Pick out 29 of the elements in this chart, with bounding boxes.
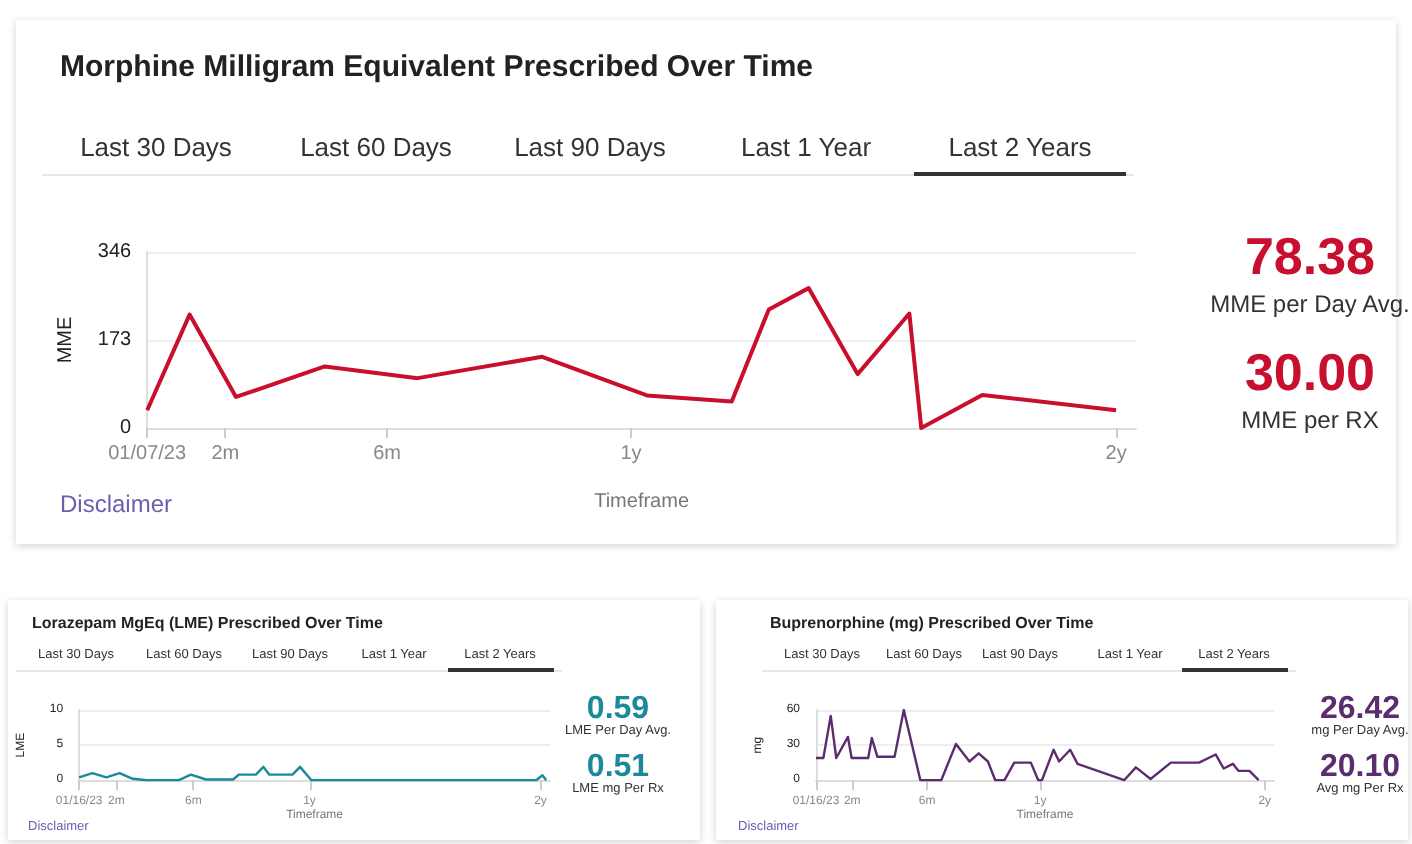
text: MME per Day Avg. [1208, 290, 1412, 318]
y-tick-label: 173 [97, 329, 133, 351]
x-tick-label: 01/07/23 [108, 443, 187, 465]
text: Last 60 Days [298, 131, 454, 161]
text: 78.38 [1242, 226, 1378, 286]
x-axis-title: Timeframe [594, 491, 690, 513]
y-tick-label: 0 [120, 417, 133, 439]
line-series [814, 708, 1260, 782]
x-tick-label: 6m [373, 443, 401, 465]
text: 26.42 [1317, 692, 1401, 726]
x-tick-label: 2m [211, 443, 240, 465]
chart-title: Morphine Milligram Equivalent Prescribed Over Time [60, 49, 813, 83]
x-tick-label: 2y [1105, 443, 1127, 465]
x-tick-label: 1y [620, 443, 642, 465]
y-axis-title: MME [55, 316, 77, 364]
line-series [145, 286, 1119, 430]
text: 0.59 [586, 692, 650, 726]
text: 20.10 [1319, 750, 1401, 784]
text: Disclaimer [60, 490, 173, 518]
chart-title: Lorazepam MgEq (LME) Prescribed Over Time [32, 614, 383, 632]
chart-title: Buprenorphine (mg) Prescribed Over Time [770, 614, 1094, 632]
text: Last 1 Year [738, 131, 874, 161]
text: 0.51 [586, 750, 650, 784]
text: 30.00 [1242, 342, 1378, 402]
y-tick-label: 346 [97, 241, 133, 263]
text: Last 30 Days [78, 131, 234, 161]
text: MME per RX [1239, 406, 1381, 434]
text: Last 90 Days [512, 131, 668, 161]
text: Last 2 Years [946, 131, 1094, 161]
